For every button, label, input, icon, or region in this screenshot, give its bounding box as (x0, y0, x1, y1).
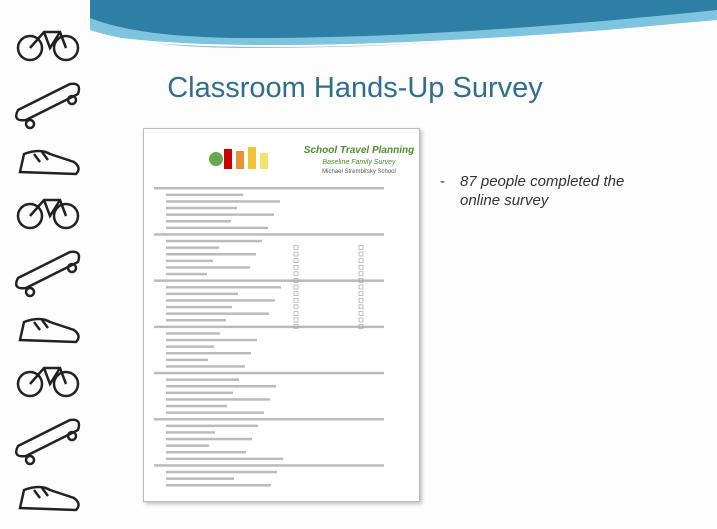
text-line (166, 398, 270, 401)
checkbox (294, 252, 298, 256)
checkbox (359, 265, 363, 269)
survey-logo (209, 147, 268, 169)
checkbox (294, 318, 298, 322)
text-line (166, 194, 243, 197)
skateboard-wheel (26, 456, 34, 464)
bike-frame (30, 200, 66, 216)
text-line (166, 477, 234, 480)
text-line (166, 227, 268, 230)
checkbox (359, 292, 363, 296)
text-line (166, 438, 252, 441)
text-line (166, 451, 246, 454)
bullet-marker: - (440, 172, 460, 210)
checkbox (359, 318, 363, 322)
checkbox (359, 298, 363, 302)
bike-frame (30, 32, 66, 48)
text-line (154, 279, 384, 282)
text-line (166, 246, 219, 249)
survey-subheading: Baseline Family Survey (322, 159, 396, 166)
text-line (166, 319, 226, 322)
text-line (166, 425, 258, 428)
slide-title: Classroom Hands-Up Survey (130, 72, 580, 105)
text-line (166, 359, 208, 362)
checkbox (294, 285, 298, 289)
text-line (166, 444, 209, 447)
skateboard-wheel (68, 432, 76, 440)
skateboard-wheel (26, 120, 34, 128)
text-line (166, 312, 269, 315)
survey-page: School Travel Planning Baseline Family S… (144, 129, 419, 501)
slide: Classroom Hands-Up Survey School Travel … (0, 0, 717, 529)
text-line (166, 385, 276, 388)
checkbox (294, 245, 298, 249)
text-line (166, 471, 277, 474)
text-line (166, 213, 274, 216)
checkbox (294, 305, 298, 309)
checkbox (359, 245, 363, 249)
checkbox (294, 265, 298, 269)
survey-heading: School Travel Planning (304, 145, 414, 156)
checkbox (294, 259, 298, 263)
skateboard-wheel (68, 264, 76, 272)
text-line (166, 273, 207, 276)
text-line (166, 411, 264, 414)
text-line (154, 187, 384, 190)
checkbox (359, 285, 363, 289)
checkbox (359, 305, 363, 309)
text-line (166, 299, 275, 302)
checkbox (359, 311, 363, 315)
text-line (166, 431, 215, 434)
text-line (166, 378, 239, 381)
text-line (166, 240, 262, 243)
text-line (166, 260, 213, 263)
bullet-text: 87 people completed the online survey (460, 172, 650, 210)
text-line (166, 220, 231, 223)
checkbox (359, 259, 363, 263)
text-line (166, 293, 238, 296)
checkbox (294, 311, 298, 315)
skateboard-wheel (68, 96, 76, 104)
survey-image: School Travel Planning Baseline Family S… (143, 128, 420, 502)
text-line (154, 233, 384, 236)
text-line (166, 200, 280, 203)
top-wave-dark (90, 0, 717, 38)
text-line (154, 464, 384, 467)
border-icons (16, 32, 79, 510)
checkbox (359, 252, 363, 256)
text-line (166, 352, 251, 355)
text-line (166, 458, 283, 461)
shoe (20, 319, 79, 342)
text-line (166, 405, 227, 408)
text-line (166, 484, 271, 487)
checkbox (359, 272, 363, 276)
text-line (166, 253, 256, 256)
text-line (166, 345, 214, 348)
survey-school: Michael Strembitsky School (322, 169, 396, 175)
checkbox (294, 292, 298, 296)
shoe (20, 487, 79, 510)
text-line (166, 365, 245, 368)
skateboard-wheel (26, 288, 34, 296)
text-line (166, 286, 281, 289)
text-line (166, 392, 233, 395)
text-line (154, 326, 384, 329)
checkbox (294, 272, 298, 276)
text-line (154, 418, 384, 421)
text-line (166, 332, 220, 335)
bullet-item: - 87 people completed the online survey (440, 172, 660, 210)
checkbox (294, 298, 298, 302)
text-line (166, 306, 232, 309)
text-line (166, 207, 237, 210)
shoe (20, 151, 79, 174)
text-line (166, 339, 257, 342)
bike-frame (30, 368, 66, 384)
text-line (166, 266, 250, 269)
text-line (154, 372, 384, 375)
survey-text-lines (154, 187, 384, 487)
